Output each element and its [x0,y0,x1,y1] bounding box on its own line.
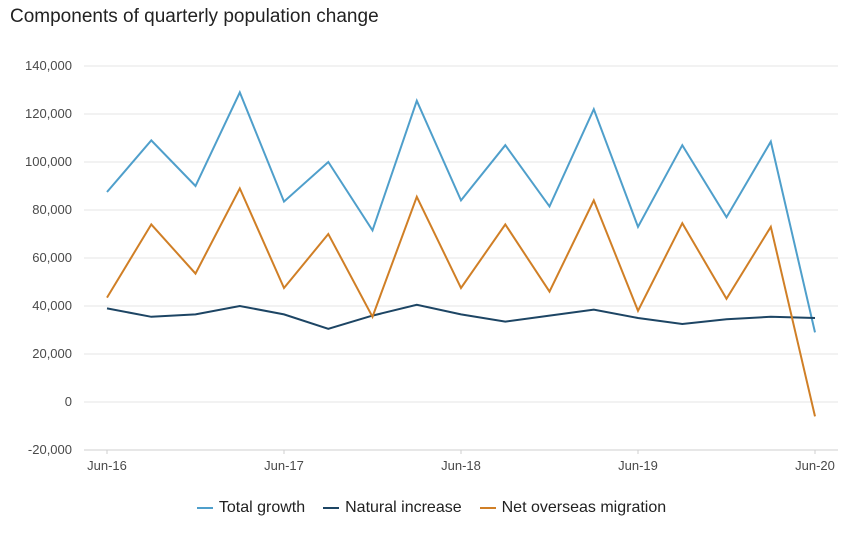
series-point-net-overseas-migration [149,222,154,227]
series-point-total-growth [193,184,198,189]
series-point-natural-increase [459,312,464,317]
series-point-net-overseas-migration [724,296,729,301]
series-point-total-growth [768,139,773,144]
series-point-net-overseas-migration [282,286,287,291]
series-point-net-overseas-migration [503,222,508,227]
series-point-total-growth [591,107,596,112]
series-point-net-overseas-migration [459,286,464,291]
series-point-net-overseas-migration [370,314,375,319]
y-tick-label: -20,000 [28,442,72,457]
series-point-total-growth [459,198,464,203]
series-point-total-growth [282,199,287,204]
legend-swatch-net-overseas-migration [479,507,496,509]
series-point-total-growth [724,215,729,220]
series-point-net-overseas-migration [105,295,110,300]
series-point-natural-increase [680,322,685,327]
series-point-total-growth [326,160,331,165]
x-tick-label: Jun-20 [795,458,835,473]
legend-item-net-overseas-migration[interactable]: Net overseas migration [479,499,667,517]
series-point-total-growth [547,204,552,209]
series-point-natural-increase [282,312,287,317]
series-line-total-growth [106,89,816,333]
series-point-total-growth [370,228,375,233]
series-point-total-growth [503,143,508,148]
y-tick-label: 60,000 [32,250,72,265]
x-tick-label: Jun-17 [264,458,304,473]
x-tick-label: Jun-16 [87,458,127,473]
legend-label-natural-increase: Natural increase [345,499,462,516]
y-tick-label: 120,000 [25,106,72,121]
series-point-natural-increase [591,307,596,312]
series-line-net-overseas-migration [106,186,816,417]
series-point-natural-increase [193,312,198,317]
series-point-natural-increase [326,326,331,331]
series-point-net-overseas-migration [237,186,242,191]
x-tick-label: Jun-18 [441,458,481,473]
series-point-natural-increase [237,304,242,309]
series-point-natural-increase [636,316,641,321]
series-point-natural-increase [503,319,508,324]
y-tick-label: 20,000 [32,346,72,361]
series-point-total-growth [149,138,154,143]
y-tick-label: 100,000 [25,154,72,169]
series-point-natural-increase [547,313,552,318]
series-point-net-overseas-migration [591,198,596,203]
legend: Total growth Natural increase Net overse… [0,499,863,517]
y-tick-label: 80,000 [32,202,72,217]
series-point-total-growth [813,330,818,335]
series-point-natural-increase [724,317,729,322]
series-point-total-growth [105,190,110,195]
legend-item-natural-increase[interactable]: Natural increase [323,499,462,517]
series-point-net-overseas-migration [813,414,818,419]
series-point-net-overseas-migration [547,289,552,294]
legend-swatch-total-growth [196,507,213,509]
series-point-natural-increase [813,316,818,321]
series-point-total-growth [237,90,242,95]
series-point-net-overseas-migration [768,224,773,229]
y-tick-label: 0 [65,394,72,409]
y-tick-label: 40,000 [32,298,72,313]
series-point-net-overseas-migration [680,221,685,226]
legend-label-net-overseas-migration: Net overseas migration [501,499,667,516]
series-point-net-overseas-migration [193,271,198,276]
x-tick-label: Jun-19 [618,458,658,473]
series-point-net-overseas-migration [414,194,419,199]
series-point-total-growth [636,224,641,229]
series-point-total-growth [680,143,685,148]
legend-swatch-natural-increase [323,507,340,509]
series-point-natural-increase [768,314,773,319]
series-point-natural-increase [105,306,110,311]
y-tick-label: 140,000 [25,58,72,73]
series-point-total-growth [414,98,419,103]
series-point-net-overseas-migration [326,232,331,237]
legend-item-total-growth[interactable]: Total growth [196,499,306,517]
series-point-natural-increase [414,302,419,307]
chart-title: Components of quarterly population chang… [10,6,379,27]
series-line-natural-increase [106,303,816,330]
legend-label-total-growth: Total growth [218,499,306,516]
series-point-net-overseas-migration [636,308,641,313]
series-point-natural-increase [149,314,154,319]
